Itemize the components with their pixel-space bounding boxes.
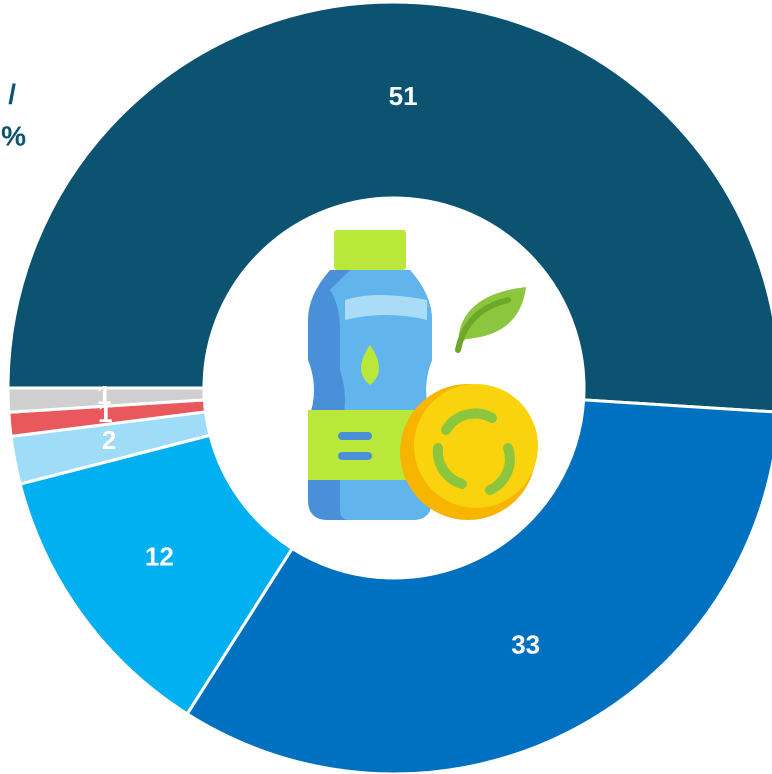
- data-label: 12: [145, 541, 174, 571]
- donut-segment: [6, 0, 772, 414]
- title-line: : /: [0, 78, 16, 109]
- donut-segment: [18, 433, 295, 716]
- data-label: 51: [389, 81, 418, 111]
- title-line: %: [1, 120, 26, 151]
- donut-segment: [185, 398, 772, 774]
- data-label: 1: [97, 380, 111, 410]
- data-label: 33: [511, 629, 540, 659]
- donut-segment: [6, 386, 206, 414]
- bottle-recycle-icon: [308, 230, 538, 520]
- data-label: 1: [98, 398, 112, 428]
- data-label: 2: [102, 425, 116, 455]
